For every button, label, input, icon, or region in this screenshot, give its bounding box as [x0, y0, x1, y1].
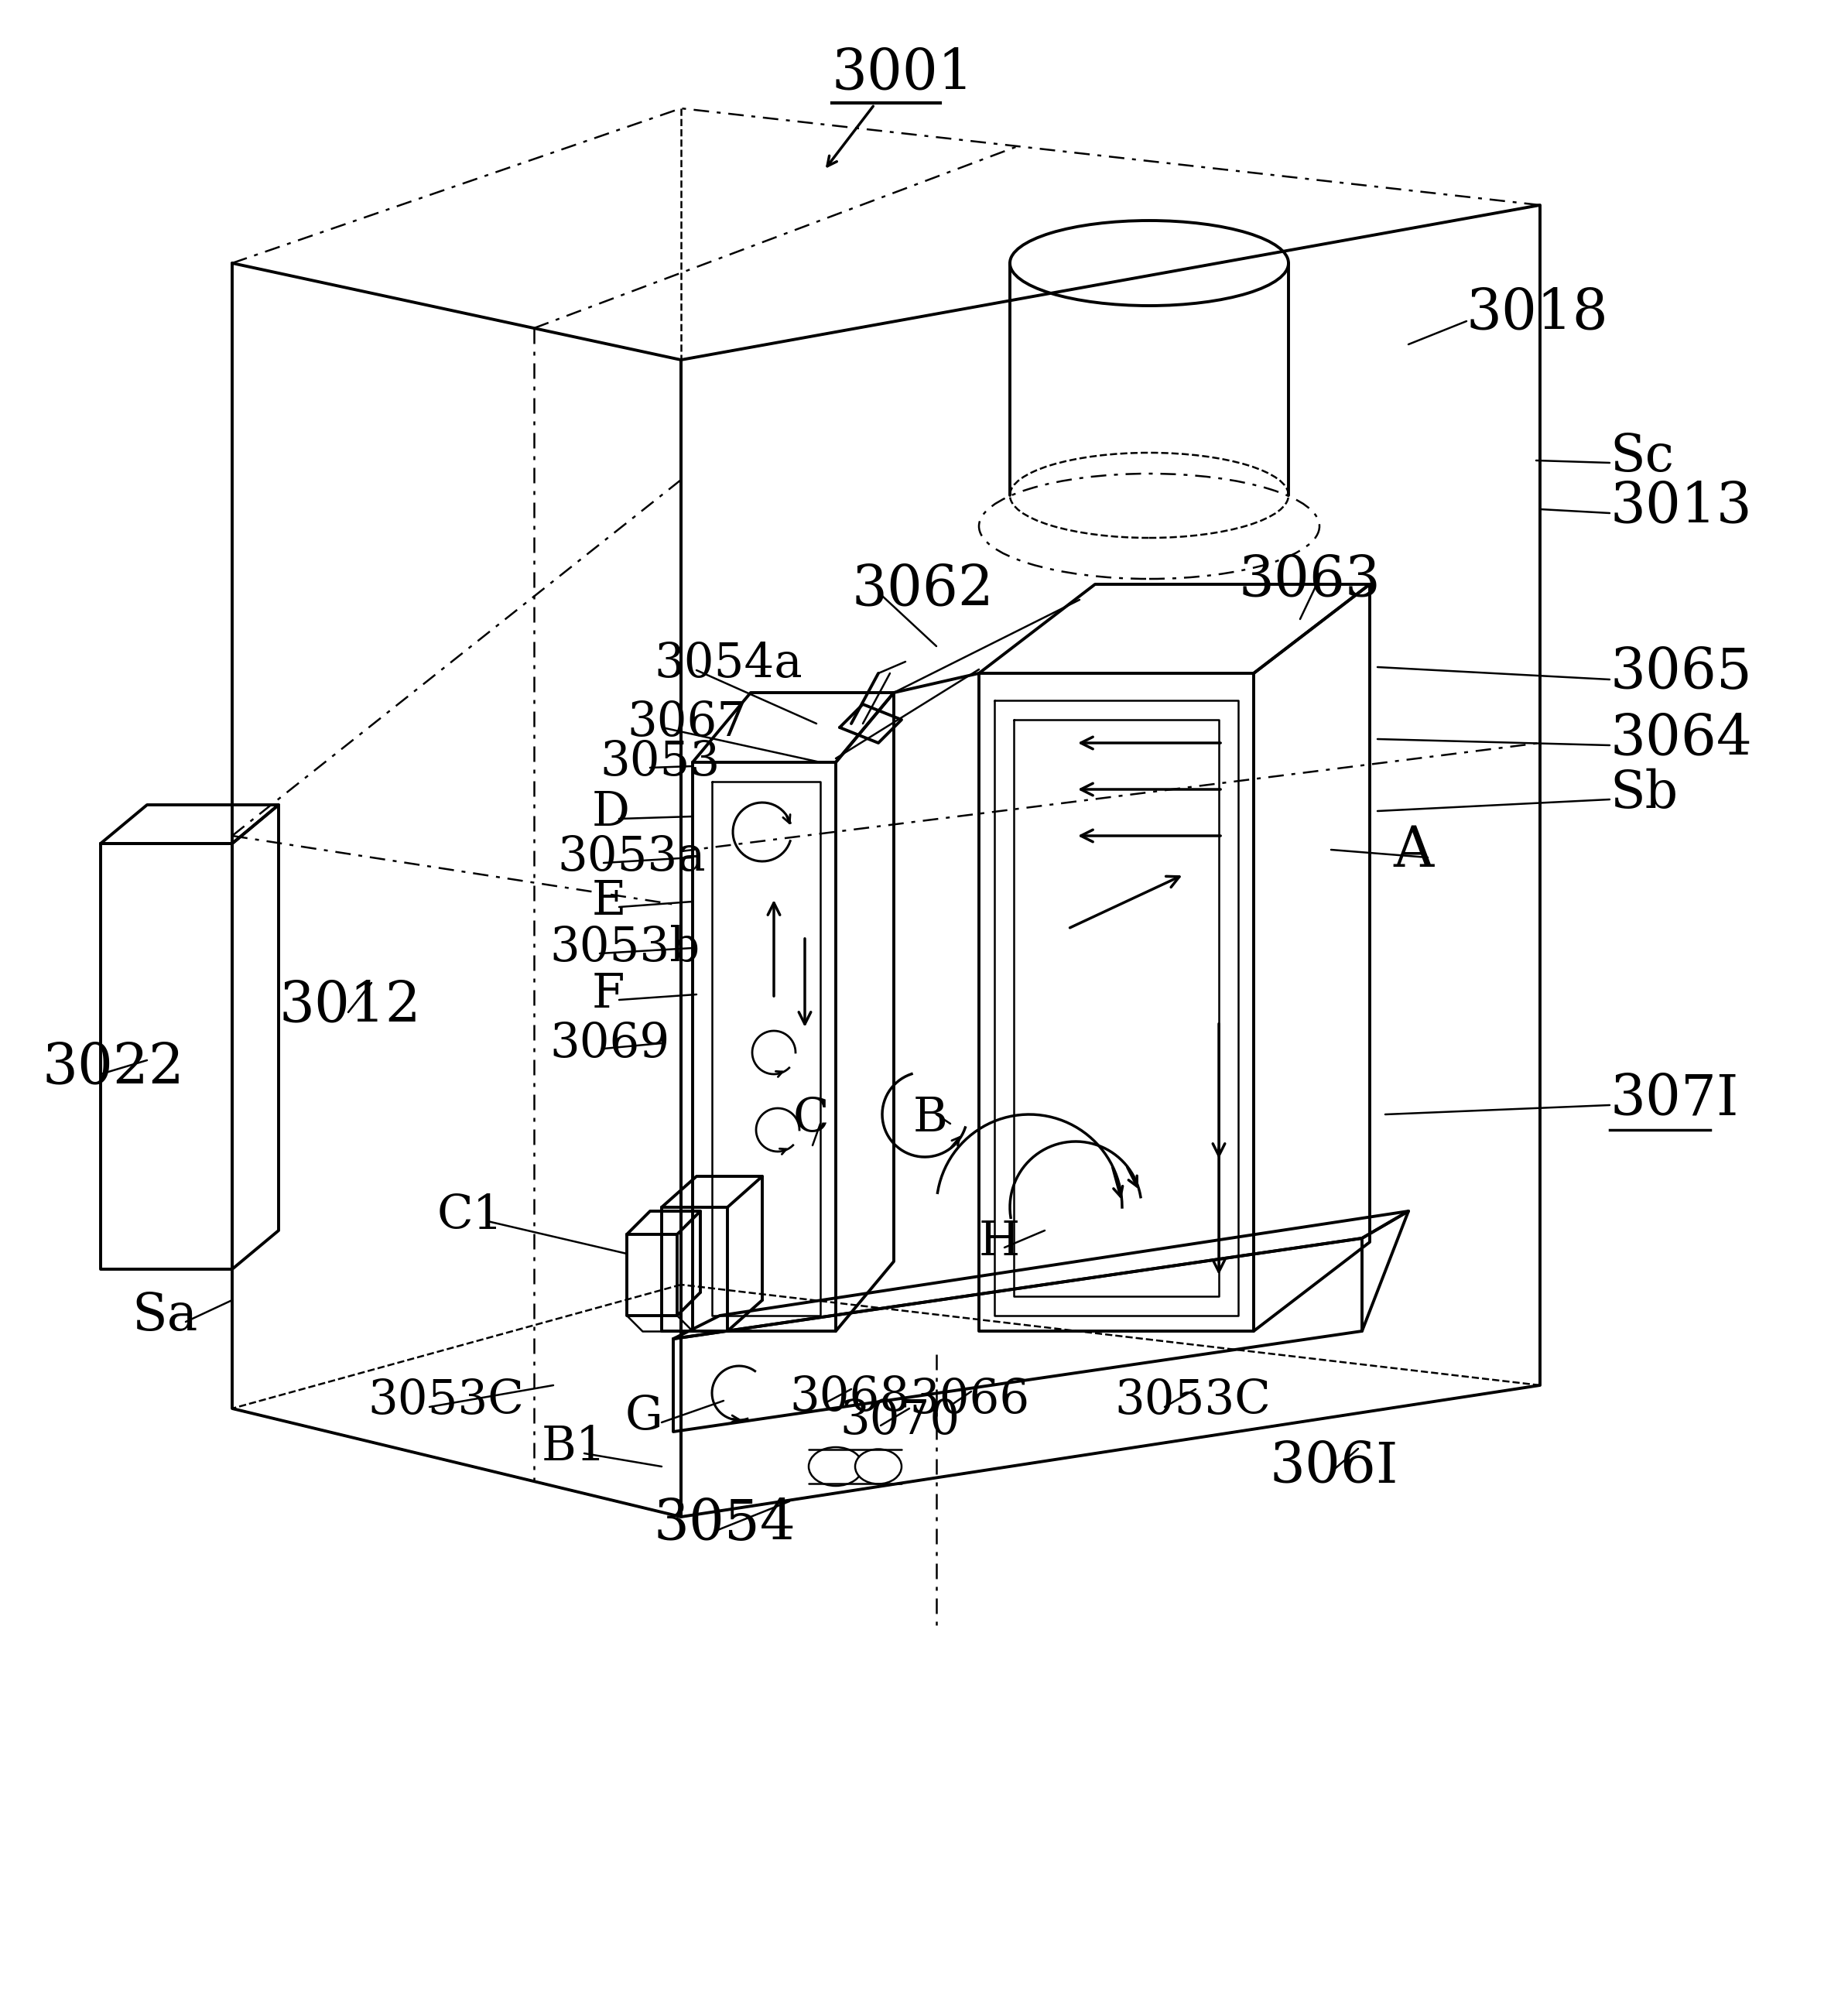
Text: C: C	[793, 1096, 830, 1141]
Text: 3013: 3013	[1610, 480, 1752, 534]
Text: Sc: Sc	[1610, 432, 1674, 482]
Text: 307I: 307I	[1610, 1072, 1739, 1125]
Text: 3065: 3065	[1610, 645, 1752, 701]
Text: H: H	[979, 1219, 1020, 1265]
Text: 3069: 3069	[549, 1020, 669, 1066]
Text: B: B	[913, 1096, 948, 1141]
Text: A: A	[1393, 825, 1434, 878]
Text: 3022: 3022	[43, 1040, 185, 1096]
Text: Sa: Sa	[131, 1291, 198, 1341]
Text: 3053C: 3053C	[1114, 1378, 1271, 1424]
Text: 3001: 3001	[832, 46, 974, 102]
Ellipse shape	[856, 1448, 902, 1484]
Text: 3068: 3068	[789, 1374, 909, 1420]
Ellipse shape	[809, 1446, 863, 1486]
Text: E: E	[591, 878, 626, 924]
Text: D: D	[591, 789, 630, 837]
Text: 3053: 3053	[601, 739, 721, 785]
Text: B1: B1	[541, 1424, 606, 1470]
Text: 3070: 3070	[839, 1396, 959, 1444]
Text: 3018: 3018	[1467, 287, 1608, 341]
Text: 3067: 3067	[626, 699, 747, 745]
Text: C1: C1	[438, 1191, 503, 1239]
Text: 306I: 306I	[1270, 1440, 1397, 1494]
Text: 3053C: 3053C	[368, 1378, 525, 1424]
Text: 3054a: 3054a	[654, 641, 802, 687]
Text: 3054: 3054	[654, 1498, 796, 1552]
Text: 3053a: 3053a	[558, 835, 706, 880]
Text: 3053b: 3053b	[549, 924, 700, 972]
Text: 3066: 3066	[909, 1376, 1029, 1422]
Text: F: F	[591, 972, 625, 1018]
Text: 3064: 3064	[1610, 711, 1752, 767]
Text: Sb: Sb	[1610, 769, 1678, 819]
Text: 3063: 3063	[1238, 554, 1380, 608]
Text: 3062: 3062	[852, 562, 994, 618]
Text: G: G	[625, 1392, 663, 1440]
Text: 3012: 3012	[279, 978, 421, 1034]
